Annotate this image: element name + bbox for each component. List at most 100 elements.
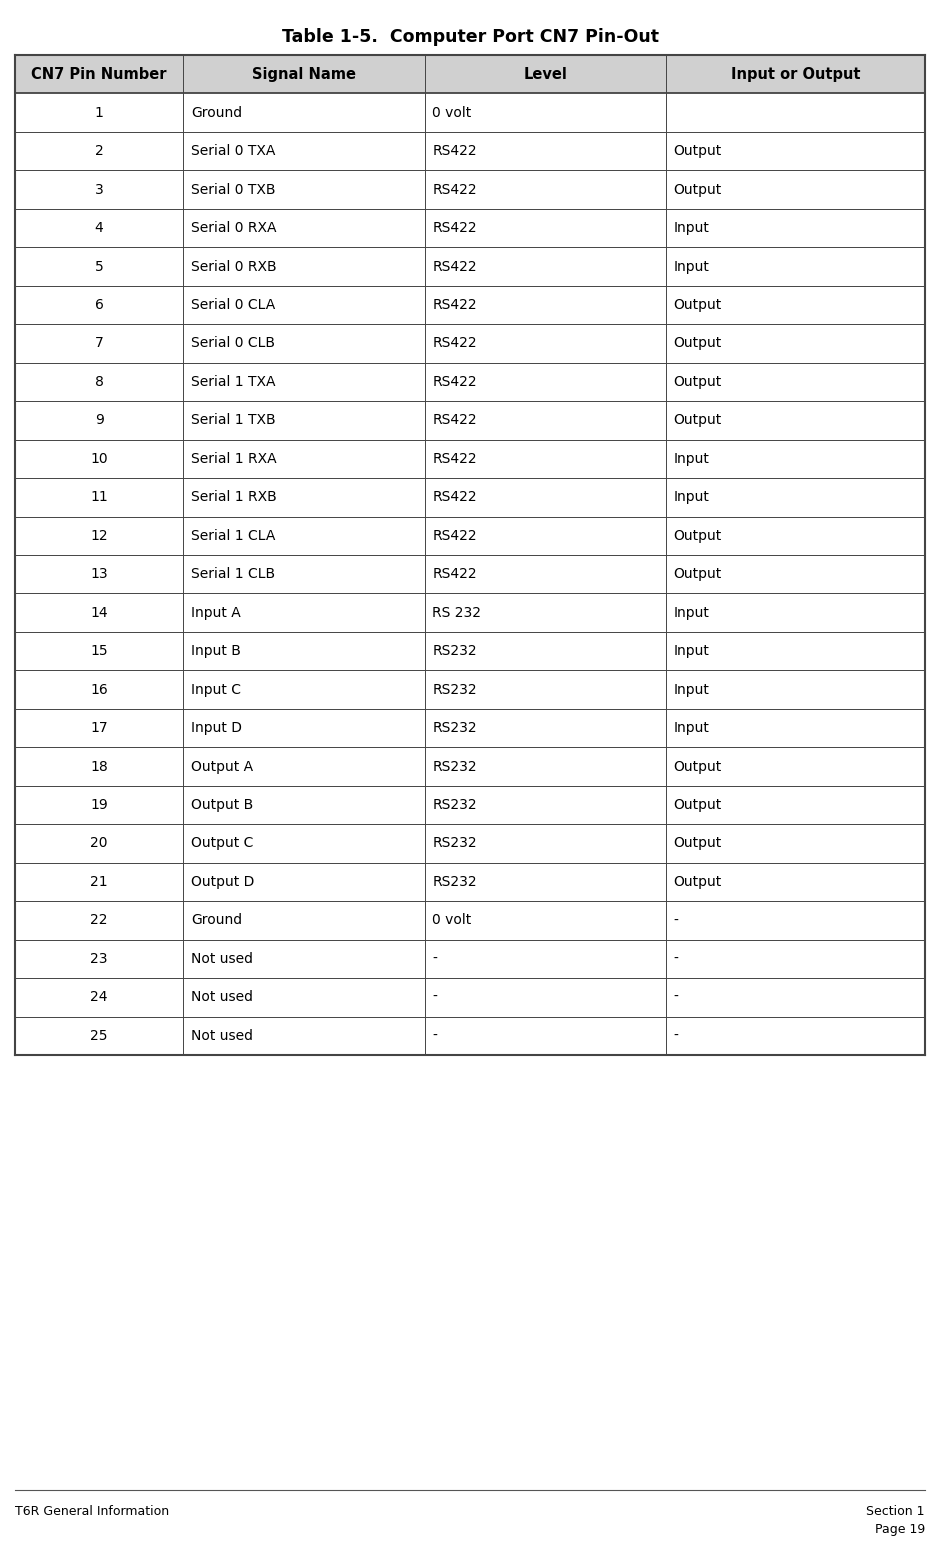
Bar — [15, 131, 925, 170]
Text: RS422: RS422 — [432, 337, 478, 350]
Text: RS 232: RS 232 — [432, 605, 481, 619]
Text: RS232: RS232 — [432, 837, 478, 851]
Text: 22: 22 — [90, 914, 108, 928]
Text: RS422: RS422 — [432, 144, 478, 157]
Text: RS422: RS422 — [432, 182, 478, 196]
Bar — [15, 94, 925, 131]
Text: 1: 1 — [95, 105, 103, 120]
Text: RS422: RS422 — [432, 221, 478, 235]
Text: Serial 1 RXA: Serial 1 RXA — [192, 452, 277, 466]
Text: Signal Name: Signal Name — [252, 66, 356, 82]
Text: Level: Level — [524, 66, 567, 82]
Bar — [15, 1016, 925, 1055]
Text: 13: 13 — [90, 567, 108, 581]
Text: Not used: Not used — [192, 990, 254, 1004]
Text: Output: Output — [674, 798, 722, 812]
Text: Input: Input — [674, 682, 710, 696]
Text: 16: 16 — [90, 682, 108, 696]
Text: RS422: RS422 — [432, 414, 478, 428]
Text: Input B: Input B — [192, 644, 242, 658]
Bar — [15, 363, 925, 401]
Text: -: - — [432, 990, 437, 1004]
Bar — [15, 786, 925, 824]
Bar — [666, 56, 925, 94]
Text: -: - — [432, 951, 437, 967]
Text: RS232: RS232 — [432, 798, 478, 812]
Text: Output: Output — [674, 298, 722, 312]
Text: Output: Output — [674, 567, 722, 581]
Bar — [15, 440, 925, 479]
Text: Page 19: Page 19 — [875, 1522, 925, 1536]
Text: Input A: Input A — [192, 605, 241, 619]
Bar — [15, 479, 925, 517]
Bar — [183, 56, 425, 94]
Bar — [425, 56, 666, 94]
Text: 2: 2 — [95, 144, 103, 157]
Bar — [15, 401, 925, 440]
Text: 7: 7 — [95, 337, 103, 350]
Bar — [15, 170, 925, 208]
Bar — [15, 56, 183, 94]
Text: -: - — [432, 1028, 437, 1042]
Text: RS422: RS422 — [432, 528, 478, 543]
Text: RS422: RS422 — [432, 452, 478, 466]
Text: Output: Output — [674, 528, 722, 543]
Bar — [15, 824, 925, 863]
Text: RS232: RS232 — [432, 875, 478, 889]
Text: Ground: Ground — [192, 105, 243, 120]
Text: -: - — [674, 1028, 679, 1042]
Text: 6: 6 — [95, 298, 103, 312]
Text: Table 1-5.  Computer Port CN7 Pin-Out: Table 1-5. Computer Port CN7 Pin-Out — [281, 28, 659, 46]
Bar — [15, 977, 925, 1016]
Text: 0 volt: 0 volt — [432, 914, 472, 928]
Text: Input: Input — [674, 259, 710, 273]
Text: Serial 0 TXB: Serial 0 TXB — [192, 182, 275, 196]
Text: RS422: RS422 — [432, 298, 478, 312]
Text: Serial 1 CLB: Serial 1 CLB — [192, 567, 275, 581]
Text: RS422: RS422 — [432, 375, 478, 389]
Text: Input or Output: Input or Output — [730, 66, 860, 82]
Text: T6R General Information: T6R General Information — [15, 1505, 169, 1518]
Text: Serial 1 TXB: Serial 1 TXB — [192, 414, 276, 428]
Text: Not used: Not used — [192, 1028, 254, 1042]
Text: 8: 8 — [95, 375, 103, 389]
Text: 4: 4 — [95, 221, 103, 235]
Text: Serial 1 RXB: Serial 1 RXB — [192, 491, 277, 505]
Text: Output A: Output A — [192, 760, 254, 774]
Text: Serial 0 CLB: Serial 0 CLB — [192, 337, 275, 350]
Text: Output C: Output C — [192, 837, 254, 851]
Text: Input D: Input D — [192, 721, 243, 735]
Text: RS422: RS422 — [432, 567, 478, 581]
Text: CN7 Pin Number: CN7 Pin Number — [31, 66, 167, 82]
Text: Not used: Not used — [192, 951, 254, 967]
Text: 9: 9 — [95, 414, 103, 428]
Bar — [15, 286, 925, 324]
Text: 11: 11 — [90, 491, 108, 505]
Text: Output B: Output B — [192, 798, 254, 812]
Text: 15: 15 — [90, 644, 108, 658]
Text: 5: 5 — [95, 259, 103, 273]
Text: Output: Output — [674, 837, 722, 851]
Text: Output: Output — [674, 182, 722, 196]
Text: Output: Output — [674, 375, 722, 389]
Text: 12: 12 — [90, 528, 108, 543]
Text: Input: Input — [674, 452, 710, 466]
Bar — [15, 747, 925, 786]
Bar — [15, 517, 925, 554]
Text: Serial 0 TXA: Serial 0 TXA — [192, 144, 275, 157]
Bar — [15, 247, 925, 286]
Text: RS232: RS232 — [432, 644, 478, 658]
Text: 18: 18 — [90, 760, 108, 774]
Text: Serial 0 CLA: Serial 0 CLA — [192, 298, 275, 312]
Text: Ground: Ground — [192, 914, 243, 928]
Bar — [15, 208, 925, 247]
Text: RS422: RS422 — [432, 259, 478, 273]
Text: Output: Output — [674, 337, 722, 350]
Text: Input: Input — [674, 221, 710, 235]
Text: 23: 23 — [90, 951, 108, 967]
Text: RS232: RS232 — [432, 682, 478, 696]
Text: Output: Output — [674, 875, 722, 889]
Text: Input C: Input C — [192, 682, 242, 696]
Text: Output: Output — [674, 144, 722, 157]
Bar — [15, 554, 925, 593]
